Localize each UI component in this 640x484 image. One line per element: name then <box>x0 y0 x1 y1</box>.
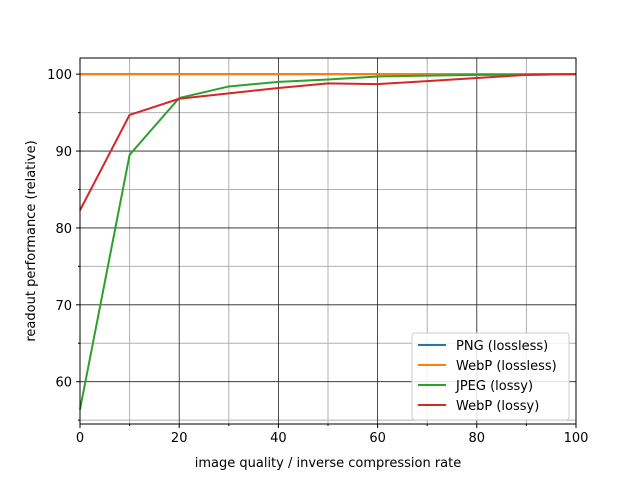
series-line-webp-lossy <box>79 73 577 211</box>
x-tick-label: 0 <box>76 431 84 446</box>
y-axis-label: readout performance (relative) <box>24 140 39 341</box>
x-tick-label: 100 <box>564 431 589 446</box>
series-lines <box>79 73 577 410</box>
y-tick-label: 90 <box>55 145 72 160</box>
y-tick-label: 60 <box>55 376 72 391</box>
legend-label: WebP (lossless) <box>456 359 557 374</box>
x-tick-label: 80 <box>469 431 486 446</box>
legend: PNG (lossless) WebP (lossless) JPEG (lossy… <box>411 332 570 421</box>
x-tick-label: 20 <box>171 431 188 446</box>
x-axis-label: image quality / inverse compression rate <box>195 456 462 471</box>
plot-frame <box>79 57 577 425</box>
ticks: 0 20 40 60 80 100 60 70 80 90 100 <box>47 68 588 446</box>
legend-box <box>411 332 570 421</box>
x-tick-label: 40 <box>270 431 287 446</box>
legend-label: JPEG (lossy) <box>455 379 533 394</box>
legend-label: PNG (lossless) <box>456 339 548 354</box>
y-tick-label: 80 <box>55 222 72 237</box>
series-line-jpeg-lossy <box>79 73 577 410</box>
legend-label: WebP (lossy) <box>456 399 539 414</box>
y-tick-label: 100 <box>47 68 72 83</box>
y-tick-label: 70 <box>55 299 72 314</box>
x-tick-label: 60 <box>369 431 386 446</box>
